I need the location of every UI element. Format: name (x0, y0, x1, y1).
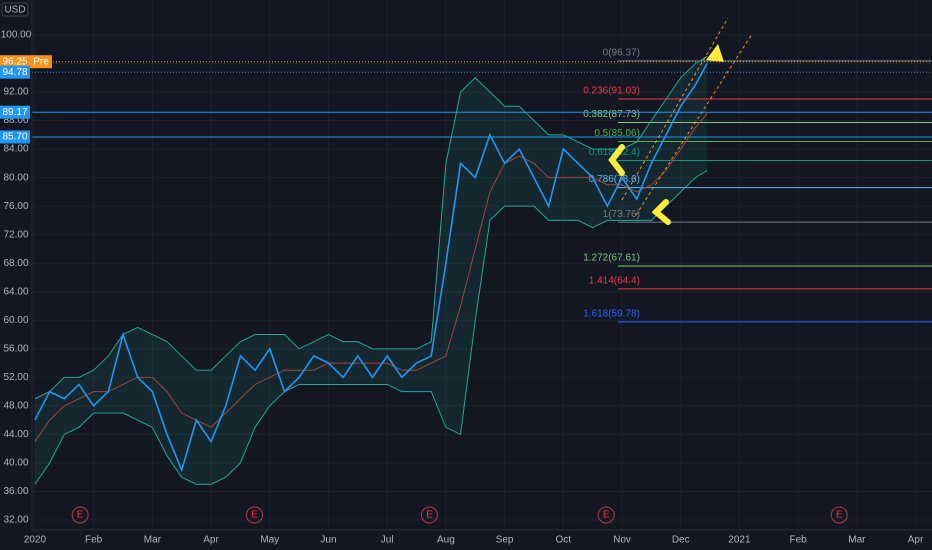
fib-label: 1.618(59.78) (583, 308, 640, 319)
earnings-label: E (603, 510, 610, 521)
x-tick-label: Jul (381, 535, 394, 546)
earnings-marker (420, 506, 438, 524)
x-tick-label: Mar (144, 535, 162, 546)
price-label: 94.78 (2, 67, 27, 78)
earnings-marker (830, 506, 848, 524)
x-tick-label: Sep (496, 535, 514, 546)
drawings (608, 17, 753, 225)
earnings-label: E (426, 510, 433, 521)
axes: 32.00 36.00 40.00 44.00 48.00 52.00 56.00 60.00… (0, 30, 924, 546)
x-tick-label: Mar (848, 535, 866, 546)
price-tag-box (30, 55, 52, 69)
y-tick-label: 88.00 (3, 115, 28, 126)
x-tick-label: Apr (203, 535, 219, 546)
y-tick-label: 52.00 (3, 372, 28, 383)
fib-label: 0(96.37) (603, 47, 640, 58)
currency-label: USD (4, 5, 25, 16)
earnings-label: E (251, 510, 258, 521)
earnings-label: E (836, 510, 843, 521)
series-line (34, 63, 708, 473)
y-tick-label: 76.00 (3, 201, 28, 212)
x-tick-label: Jun (320, 535, 336, 546)
earnings-marker (597, 506, 615, 524)
y-tick-label: 64.00 (3, 286, 28, 297)
fib-label: 1.414(64.4) (589, 276, 640, 287)
y-tick-label: 92.00 (3, 87, 28, 98)
earnings-marker (71, 506, 89, 524)
y-tick-label: 100.00 (1, 30, 32, 41)
fib-label: 1(73.76) (603, 209, 640, 220)
y-tick-label: 44.00 (3, 429, 28, 440)
price-axis (0, 0, 32, 530)
earnings-label: E (77, 510, 84, 521)
x-tick-label: May (260, 535, 279, 546)
x-tick-label: 2020 (24, 535, 47, 546)
time-axis (0, 530, 932, 550)
arrow (651, 199, 671, 225)
series-line (34, 170, 708, 485)
y-tick-label: 56.00 (3, 343, 28, 354)
currency-box (1, 2, 29, 17)
plot: 0(96.37) 0.236(91.03) 0.382(87.73) 0.5(85.0… (32, 47, 932, 524)
y-tick-label: 32.00 (3, 515, 28, 526)
band-fill (34, 56, 708, 485)
grid (32, 0, 932, 530)
price-tag: Pre (33, 56, 49, 67)
series-line (34, 113, 708, 442)
series-line (34, 55, 708, 400)
arrow (706, 44, 724, 62)
price-box (0, 65, 30, 79)
fib-label: 0.786(78.6) (589, 174, 640, 185)
arrow (608, 144, 625, 176)
y-tick-label: 40.00 (3, 458, 28, 469)
x-tick-label: 2021 (728, 535, 751, 546)
x-tick-label: Nov (613, 535, 631, 546)
price-label: 85.70 (2, 132, 27, 143)
fib-label: 0.236(91.03) (583, 86, 640, 97)
x-tick-label: Feb (790, 535, 808, 546)
price-label: 96.25 (2, 56, 27, 67)
x-tick-label: Oct (556, 535, 572, 546)
fib-label: 0.5(85.06) (594, 128, 640, 139)
x-tick-label: Feb (85, 535, 103, 546)
y-tick-label: 72.00 (3, 229, 28, 240)
fib-label: 1.272(67.61) (583, 253, 640, 264)
fib-label: 0.382(87.73) (583, 109, 640, 120)
y-tick-label: 48.00 (3, 401, 28, 412)
x-tick-label: Apr (908, 535, 924, 546)
y-tick-label: 80.00 (3, 172, 28, 183)
earnings-marker (246, 506, 264, 524)
x-tick-label: Aug (437, 535, 455, 546)
price-box (0, 130, 30, 144)
x-tick-label: Dec (672, 535, 690, 546)
y-tick-label: 68.00 (3, 258, 28, 269)
price-label: 89.17 (2, 107, 27, 118)
y-tick-label: 36.00 (3, 486, 28, 497)
y-tick-label: 60.00 (3, 315, 28, 326)
channel-line (621, 17, 729, 201)
price-box (0, 55, 30, 69)
y-tick-label: 84.00 (3, 144, 28, 155)
price-box (0, 105, 30, 119)
